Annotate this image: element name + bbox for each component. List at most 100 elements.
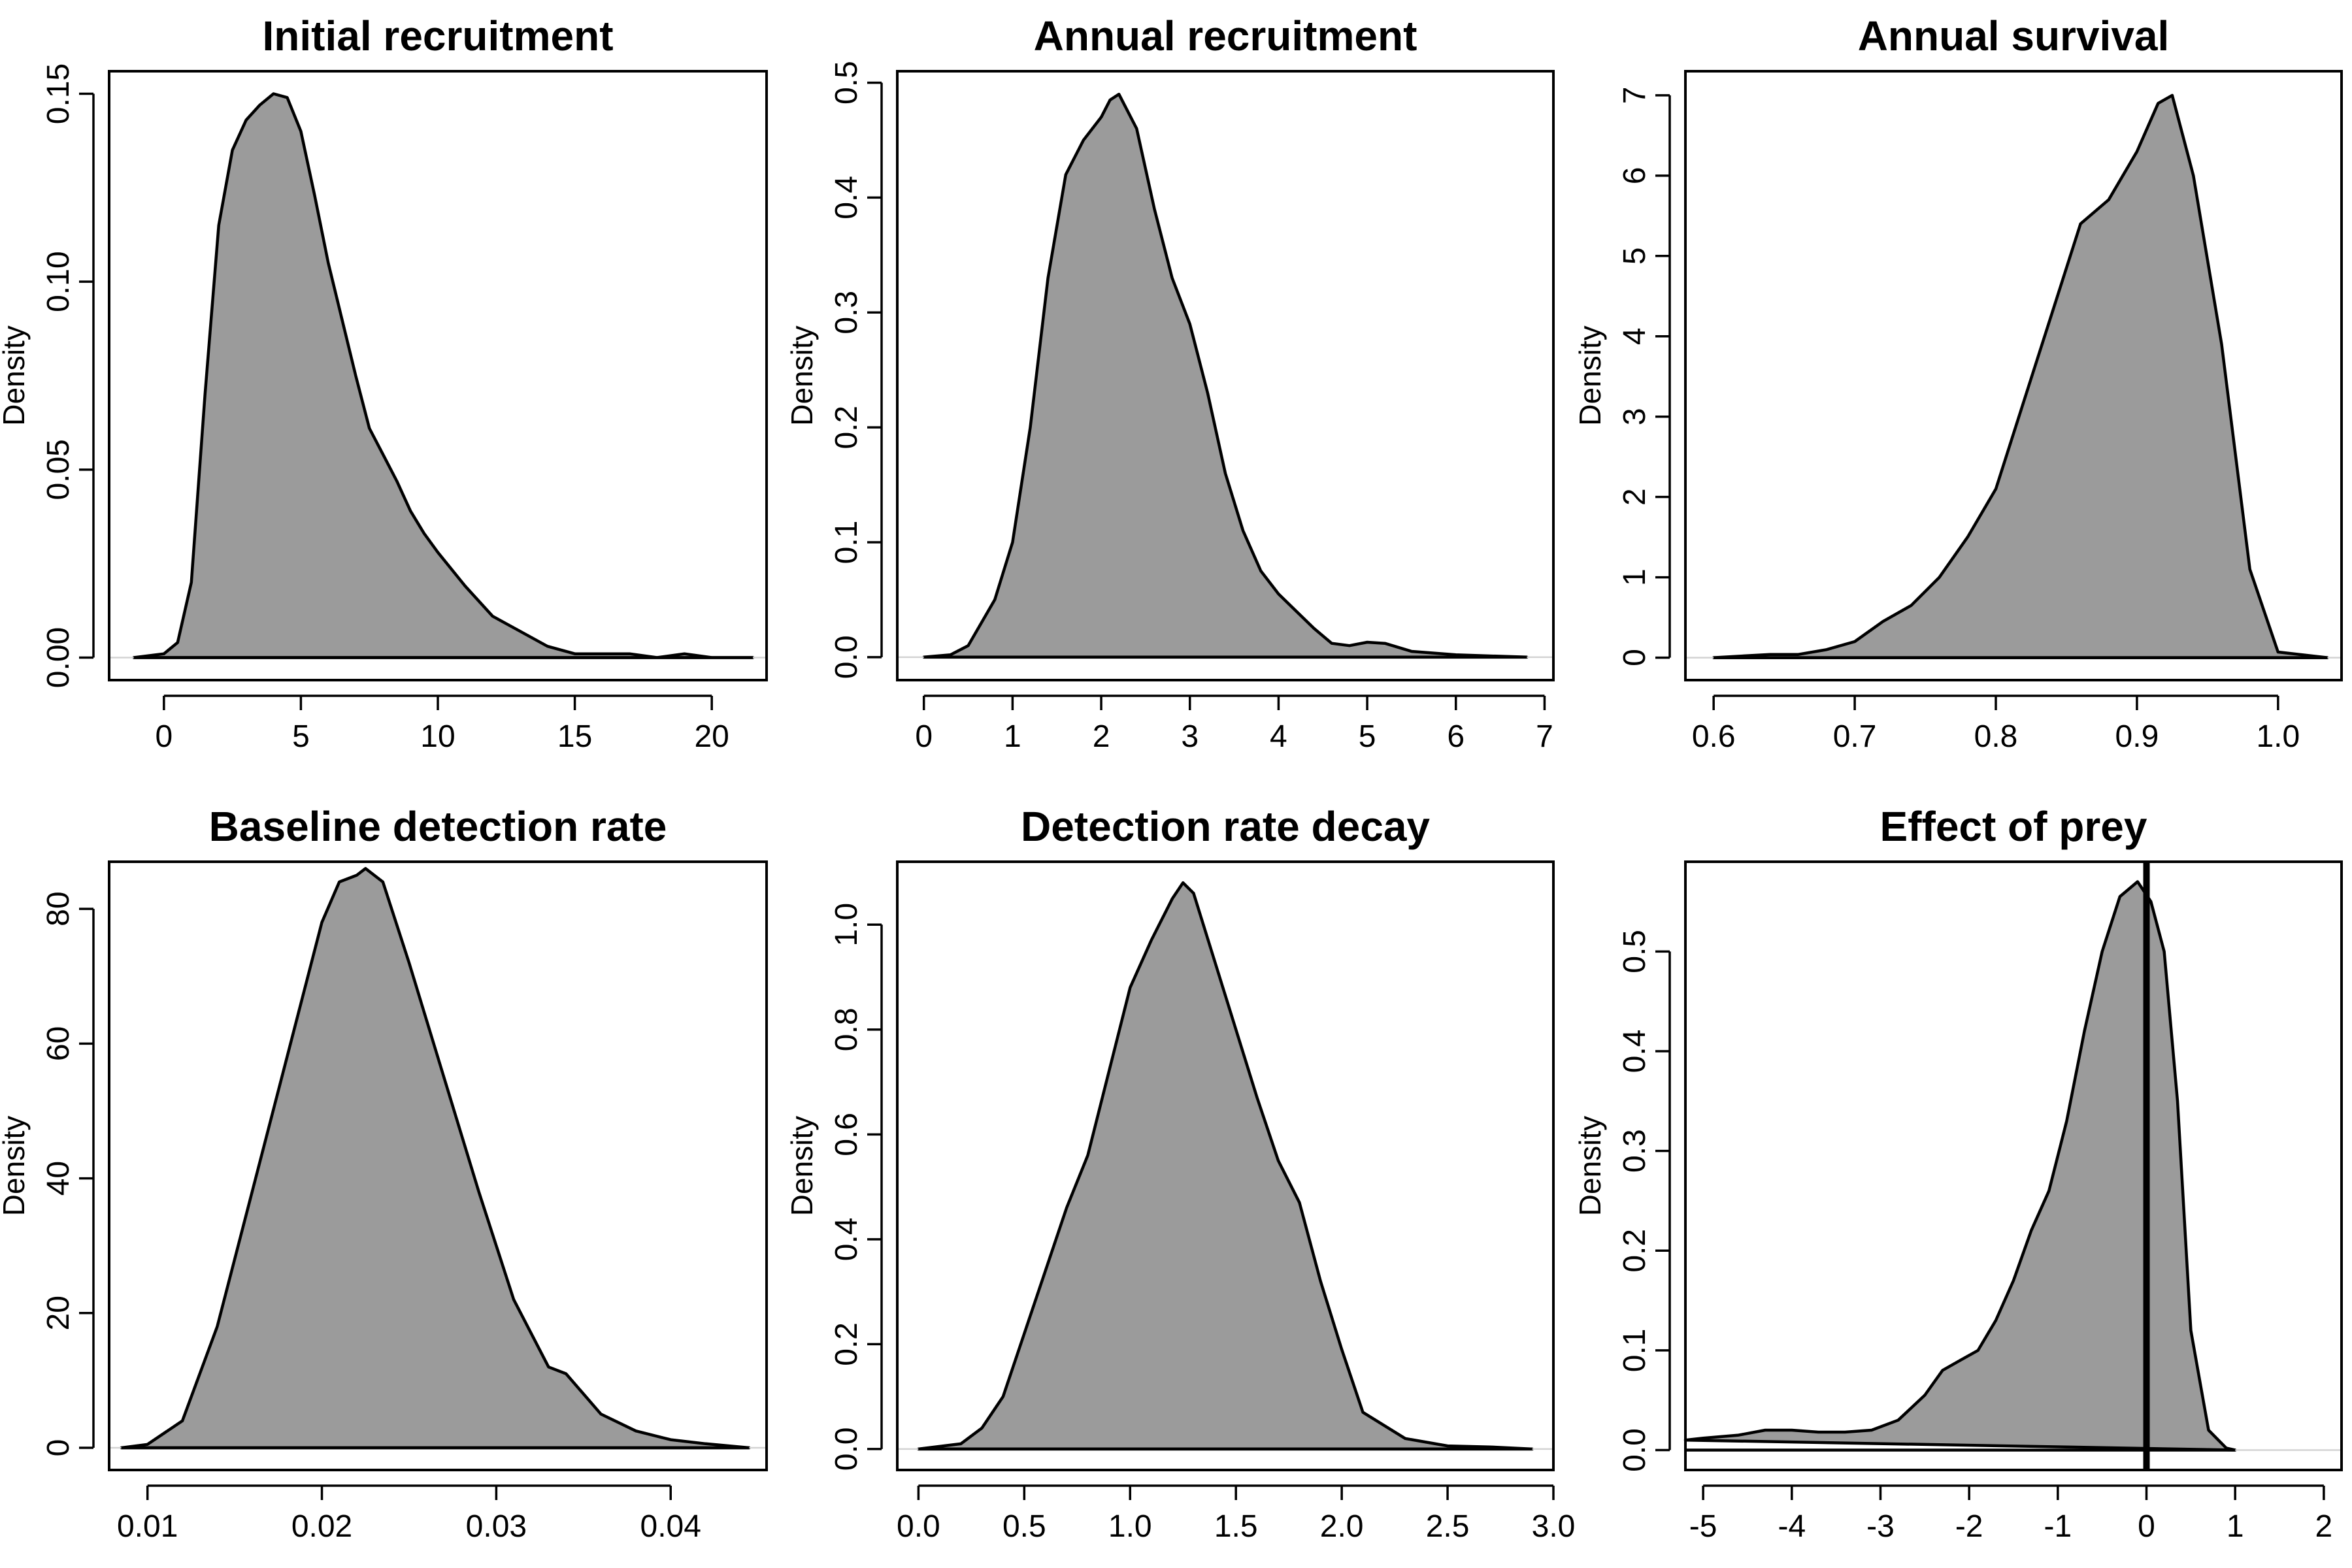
y-tick-label: 0.3	[829, 291, 864, 335]
y-tick-label: 6	[1617, 167, 1652, 184]
y-tick-label: 80	[41, 891, 76, 926]
y-tick-label: 0.4	[829, 176, 864, 220]
y-tick-label: 0.2	[829, 406, 864, 449]
density-curve	[917, 881, 1534, 1451]
x-tick-label: 0.7	[1833, 719, 1877, 754]
x-tick-label: 0.02	[291, 1509, 352, 1544]
y-tick-label: 0	[1617, 649, 1652, 666]
density-panel-6: Effect of prey -5 -4 -3 -2 -1 0 1 2 0.0 0.1 0.2 0.3 0…	[1573, 803, 2343, 1544]
x-tick-label: 0.5	[1002, 1509, 1046, 1544]
x-tick-label: 0	[155, 719, 173, 754]
density-curve	[132, 92, 755, 659]
panel-title: Initial recruitment	[263, 12, 614, 59]
y-tick-label: 3	[1617, 408, 1652, 425]
x-tick-label: 5	[1359, 719, 1376, 754]
panel-title: Annual survival	[1858, 12, 2170, 59]
x-tick-label: 1	[2227, 1509, 2244, 1544]
density-panel-1: Initial recruitment 0 5 10 15 20 0.00 0.05 0.10 0…	[0, 12, 768, 754]
y-tick-label: 0.4	[829, 1217, 864, 1261]
density-panel-4: Baseline detection rate 0.01 0.02 0.03 0.04 0…	[0, 803, 768, 1544]
x-tick-label: 15	[557, 719, 592, 754]
x-tick-label: -4	[1778, 1509, 1806, 1544]
x-tick-label: 0.0	[897, 1509, 940, 1544]
plot-frame	[896, 70, 1555, 681]
x-tick-label: 0.6	[1692, 719, 1736, 754]
plot-frame	[896, 860, 1555, 1471]
x-tick-label: 0	[2138, 1509, 2155, 1544]
plot-frame	[108, 860, 768, 1471]
y-tick-label: 60	[41, 1026, 76, 1061]
x-tick-label: 3	[1181, 719, 1199, 754]
plot-frame	[1684, 70, 2343, 681]
y-tick-label: 1.0	[829, 903, 864, 947]
x-tick-label: -3	[1866, 1509, 1895, 1544]
x-tick-label: 6	[1447, 719, 1465, 754]
y-tick-label: 0	[41, 1439, 76, 1457]
x-tick-label: 3.0	[1532, 1509, 1576, 1544]
panel-title: Annual recruitment	[1034, 12, 1417, 59]
x-tick-label: 0.9	[2115, 719, 2159, 754]
density-curve	[1712, 93, 2329, 659]
y-axis-label: Density	[785, 325, 819, 425]
y-tick-label: 5	[1617, 247, 1652, 265]
x-tick-label: -2	[1955, 1509, 1983, 1544]
y-tick-label: 0.00	[41, 627, 76, 688]
x-tick-label: 0.04	[640, 1509, 701, 1544]
x-tick-label: 0.03	[466, 1509, 527, 1544]
y-tick-label: 0.5	[829, 61, 864, 105]
x-tick-label: 1	[1004, 719, 1021, 754]
x-tick-label: 10	[420, 719, 455, 754]
y-tick-label: 0.0	[1617, 1428, 1652, 1472]
y-tick-label: 20	[41, 1296, 76, 1330]
y-tick-label: 0.0	[829, 1428, 864, 1471]
x-tick-label: 0	[915, 719, 933, 754]
y-tick-label: 4	[1617, 327, 1652, 345]
x-tick-label: 1.0	[1108, 1509, 1152, 1544]
panel-title: Baseline detection rate	[209, 803, 667, 850]
density-curve	[120, 867, 751, 1450]
y-tick-label: 1	[1617, 568, 1652, 586]
x-tick-label: 0.8	[1974, 719, 2018, 754]
plot-frame	[1684, 860, 2343, 1471]
y-axis-label: Density	[1573, 1116, 1607, 1216]
y-tick-label: 0.2	[1617, 1229, 1652, 1273]
y-tick-label: 0.4	[1617, 1030, 1652, 1073]
density-curve	[922, 92, 1529, 659]
density-panel-2: Annual recruitment 0 1 2 3 4 5 6 7 0.0 0.1 0.2 0.3 0.…	[785, 12, 1555, 754]
x-tick-label: 5	[292, 719, 310, 754]
panel-title: Effect of prey	[1880, 803, 2147, 850]
x-tick-label: 2.0	[1320, 1509, 1364, 1544]
y-tick-label: 0.10	[41, 251, 76, 312]
density-panel-3: Annual survival 0.6 0.7 0.8 0.9 1.0 0 1 2 3 4 5 6 7 De…	[1573, 12, 2343, 754]
density-curve	[1683, 880, 2237, 1452]
y-tick-label: 0.8	[829, 1007, 864, 1051]
y-tick-label: 0.6	[829, 1113, 864, 1156]
y-tick-label: 2	[1617, 488, 1652, 506]
y-tick-label: 0.0	[829, 635, 864, 679]
y-tick-label: 0.1	[1617, 1328, 1652, 1372]
x-tick-label: -1	[2044, 1509, 2072, 1544]
x-tick-label: 4	[1270, 719, 1287, 754]
x-tick-label: 1.0	[2256, 719, 2300, 754]
x-tick-label: 7	[1536, 719, 1553, 754]
y-tick-label: 0.15	[41, 63, 76, 124]
x-tick-label: 20	[694, 719, 729, 754]
y-axis-label: Density	[0, 325, 31, 425]
y-tick-label: 7	[1617, 87, 1652, 105]
y-tick-label: 0.3	[1617, 1129, 1652, 1173]
y-tick-label: 0.05	[41, 439, 76, 500]
x-tick-label: -5	[1689, 1509, 1717, 1544]
density-panel-5: Detection rate decay 0.0 0.5 1.0 1.5 2.0 2.5 3.…	[785, 803, 1575, 1544]
y-tick-label: 0.5	[1617, 930, 1652, 973]
y-tick-label: 0.2	[829, 1322, 864, 1366]
y-axis-label: Density	[785, 1116, 819, 1216]
x-tick-label: 2.5	[1426, 1509, 1470, 1544]
y-axis-label: Density	[0, 1116, 31, 1216]
x-tick-label: 1.5	[1214, 1509, 1258, 1544]
y-axis-label: Density	[1573, 325, 1607, 425]
x-tick-label: 2	[1093, 719, 1110, 754]
x-tick-label: 2	[2315, 1509, 2333, 1544]
x-tick-label: 0.01	[117, 1509, 178, 1544]
y-tick-label: 0.1	[829, 521, 864, 564]
